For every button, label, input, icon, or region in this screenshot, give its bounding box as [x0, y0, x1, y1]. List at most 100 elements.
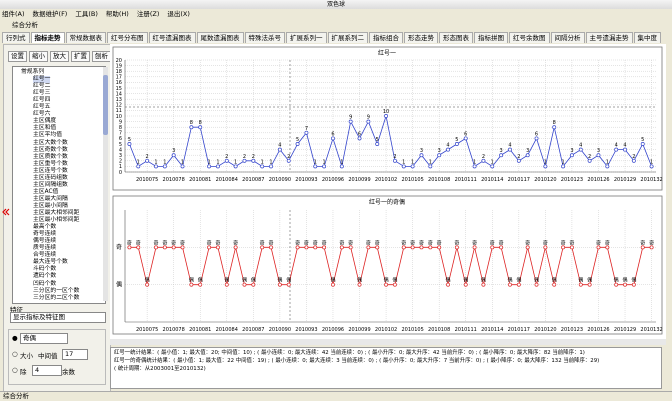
tree-item[interactable]: 主区连码组数 [33, 174, 68, 181]
data-point [322, 164, 327, 169]
toolbar-button[interactable]: 综合分析 [12, 21, 38, 29]
feature-select[interactable]: 显示指标及特征图 [10, 312, 106, 323]
x-tick-label: 2010084 [216, 327, 238, 333]
tree-item[interactable]: 红号三 [33, 90, 51, 97]
y-tick-label: 11 [116, 108, 122, 114]
data-point [339, 164, 344, 169]
menu-item[interactable]: 工具(B) [75, 10, 98, 18]
data-label: 奇 [596, 239, 601, 246]
tree-group[interactable]: 常规系列 [21, 69, 45, 75]
tree-item[interactable]: 遗码个数 [33, 273, 57, 280]
data-point [623, 147, 627, 152]
tree-item[interactable]: 主区连号个数 [33, 167, 68, 174]
tree-item[interactable]: 红号四 [33, 97, 51, 104]
parity-select[interactable]: 奇偶 [20, 333, 68, 344]
radio-divide[interactable]: ○ [12, 366, 18, 374]
tab[interactable]: 主号遗漏走势 [585, 32, 633, 43]
data-label: 8 [199, 120, 202, 126]
tree-item[interactable]: 三分区的一区个数 [33, 287, 80, 294]
tree-item[interactable]: 红号二 [33, 83, 51, 90]
data-point [286, 282, 291, 287]
middle-input[interactable]: 17 [62, 349, 88, 360]
tab[interactable]: 红号遗漏图表 [148, 32, 196, 43]
tree-item[interactable]: 主区最大相邻间距 [33, 210, 80, 216]
tab[interactable]: 红号余数图 [509, 32, 550, 43]
tree-item[interactable]: 主区和值 [33, 125, 57, 132]
tree-item[interactable]: 主区最小相邻间距 [33, 217, 80, 224]
tree-item[interactable]: 奇号连续 [33, 231, 57, 238]
scroll-thumb[interactable] [103, 75, 108, 135]
scrollbar[interactable] [103, 67, 108, 301]
tree-item[interactable]: 红号一 [33, 76, 51, 84]
tree-item[interactable]: 红号六 [33, 111, 51, 118]
data-label: 奇 [162, 239, 167, 246]
tree-item[interactable]: 红号五 [33, 104, 51, 111]
tree-item[interactable]: 三分区的二区个数 [33, 294, 80, 301]
y-tick-label: 16 [116, 80, 122, 86]
tree-item[interactable]: 凹码个数 [33, 280, 57, 287]
h-scrollbar[interactable] [110, 339, 666, 345]
data-label: 偶 [507, 277, 512, 284]
menu-item[interactable]: 退出(X) [167, 10, 190, 18]
tab[interactable]: 间隔分析 [550, 32, 585, 43]
data-point [215, 164, 220, 169]
tree-item[interactable]: 主区重号个数 [33, 160, 68, 167]
tree-item[interactable]: 质号连续 [33, 245, 57, 252]
tree-item[interactable]: 主区奇数个数 [33, 146, 68, 153]
tab[interactable]: 扩展系列一 [286, 32, 327, 43]
radio-size[interactable]: ○ [12, 350, 18, 358]
tree-item[interactable]: 主区AC值 [33, 188, 59, 195]
indicator-tree: 常规系列 红号一 红号二 红号三 红号四 红号五 红号六 主区偶度 主区和值 主区平均值 主区大数个… [12, 66, 106, 304]
menu-item[interactable]: 组件(A) [2, 10, 25, 18]
radio-parity[interactable]: ● [12, 334, 18, 342]
data-point [525, 153, 530, 158]
x-tick-label: 2010102 [375, 177, 397, 183]
data-point [490, 245, 495, 250]
data-label: 3 [526, 148, 529, 154]
tree-item[interactable]: 主区最小间隔 [33, 202, 68, 209]
tab[interactable]: 扩展系列二 [327, 32, 368, 43]
collapse-icon[interactable] [2, 208, 10, 216]
data-point [419, 245, 424, 250]
tree-item[interactable]: 主区平均值 [33, 132, 62, 139]
tree-item[interactable]: 偶号连续 [33, 238, 57, 245]
tab[interactable]: 特殊法杀号 [244, 32, 285, 43]
tab[interactable]: 指标组合 [369, 32, 403, 43]
tree-item[interactable]: 主区间隔组数 [33, 181, 68, 188]
data-point [233, 245, 238, 250]
sidebar-button[interactable]: 刨析 [92, 51, 111, 62]
tab[interactable]: 常规数据表 [65, 32, 106, 43]
tab[interactable]: 集中度 [633, 32, 661, 43]
tab[interactable]: 行列式 [2, 32, 30, 43]
sidebar-button[interactable]: 扩置 [71, 51, 90, 62]
tree-item[interactable]: 合号连续 [33, 252, 57, 259]
menu-item[interactable]: 帮助(H) [105, 10, 129, 18]
tree-item[interactable]: 最高个数 [33, 224, 57, 231]
tab[interactable]: 指标走势 [30, 32, 65, 43]
sidebar-button[interactable]: 缩小 [29, 51, 48, 62]
y-tick-label: 4 [119, 147, 122, 153]
divide-input[interactable]: 4 [32, 365, 62, 376]
data-label: 2 [243, 154, 246, 160]
tree-item[interactable]: 斗码个数 [33, 266, 57, 273]
tab[interactable]: 指标拼图 [474, 32, 508, 43]
data-point [508, 282, 512, 287]
tree-item[interactable]: 主区偶度 [33, 118, 57, 125]
data-label: 偶 [552, 277, 557, 284]
data-label: 奇 [569, 239, 574, 246]
data-point [269, 245, 273, 250]
data-point [578, 147, 583, 152]
sidebar-button[interactable]: 设置 [8, 51, 27, 62]
tab[interactable]: 红号分布图 [107, 32, 148, 43]
tree-item[interactable]: 主区最大间隔 [33, 195, 68, 202]
menu-item[interactable]: 注册(Z) [136, 10, 160, 18]
tree-item[interactable]: 最大连号个数 [33, 259, 68, 266]
tab[interactable]: 形态图表 [439, 32, 473, 43]
tree-item[interactable]: 主区大数个数 [33, 139, 68, 146]
tab[interactable]: 尾数遗漏图表 [196, 32, 244, 43]
menu-item[interactable]: 数据维护(F) [32, 10, 68, 18]
tab[interactable]: 形态走势 [404, 32, 438, 43]
data-label: 1 [261, 159, 264, 165]
tree-item[interactable]: 主区质数个数 [33, 153, 68, 160]
sidebar-button[interactable]: 放大 [50, 51, 69, 62]
